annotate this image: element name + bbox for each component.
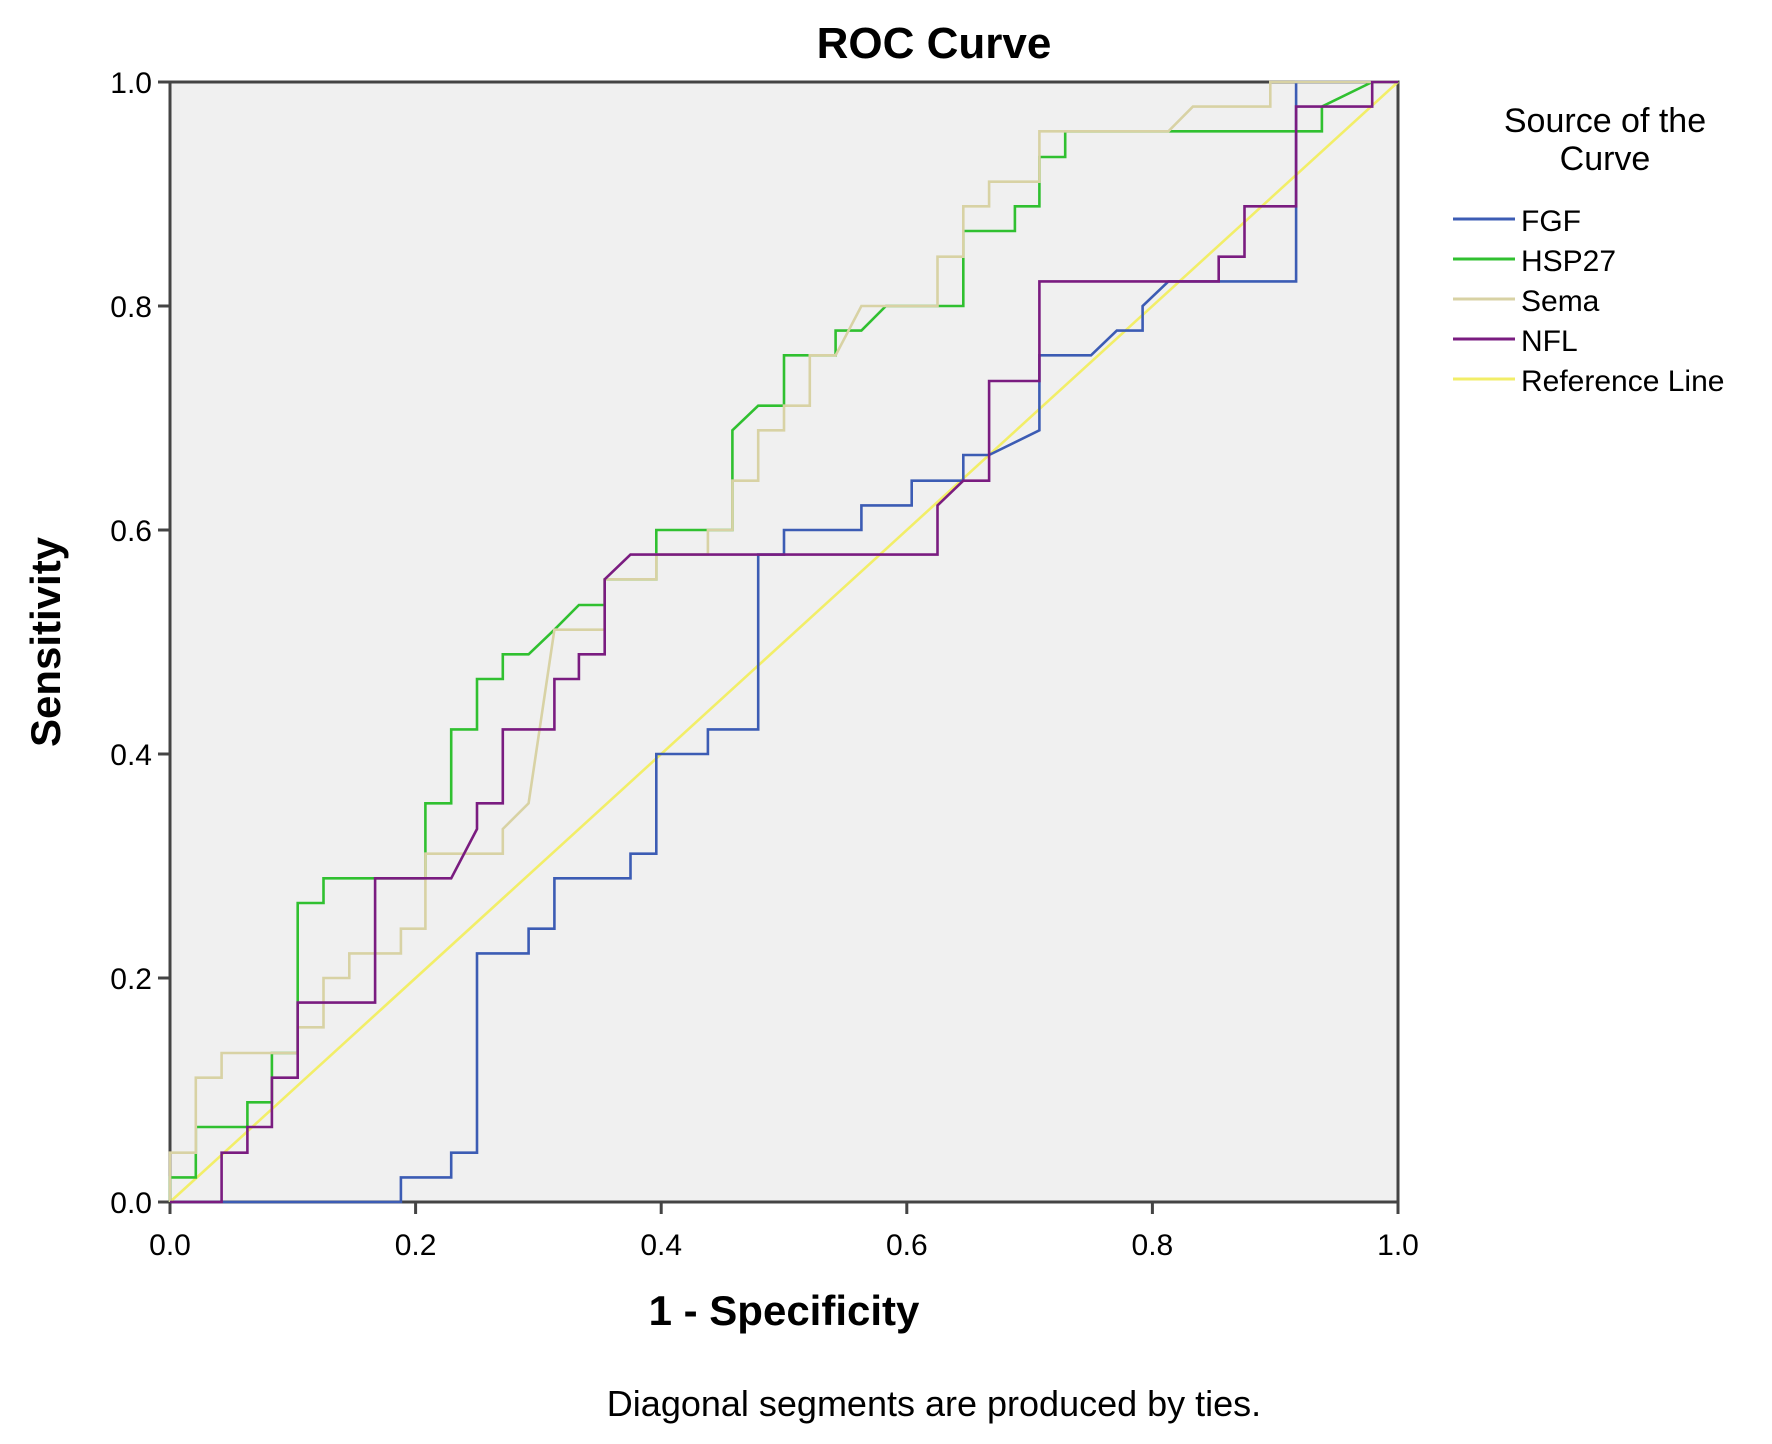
- legend-label-fgf: FGF: [1521, 205, 1581, 238]
- legend: Source of the Curve FGF HSP27 Sema NFL Refer…: [1453, 102, 1724, 398]
- y-axis-label: Sensitivity: [22, 536, 69, 747]
- legend-label-reference-line: Reference Line: [1521, 365, 1724, 398]
- series-line-reference-line: [169, 81, 1399, 1203]
- x-tick-label: 0.6: [886, 1229, 928, 1262]
- y-tick-label: 0.4: [110, 739, 152, 772]
- y-tick-label: 0.6: [110, 515, 152, 548]
- legend-title-line-1: Source of the: [1504, 102, 1706, 140]
- x-tick-label: 0.2: [395, 1229, 437, 1262]
- y-tick-label: 0.8: [110, 291, 152, 324]
- footnote: Diagonal segments are produced by ties.: [607, 1383, 1261, 1424]
- legend-label-hsp27: HSP27: [1521, 245, 1616, 278]
- x-axis-label: 1 - Specificity: [649, 1287, 920, 1334]
- chart-title: ROC Curve: [817, 19, 1052, 68]
- y-tick-label: 1.0: [110, 67, 152, 100]
- series-line-nfl: [170, 80, 1398, 1204]
- legend-label-nfl: NFL: [1521, 325, 1578, 358]
- y-tick-label: 0.0: [110, 1187, 152, 1220]
- y-tick-label: 0.2: [110, 963, 152, 996]
- x-tick-label: 0.0: [149, 1229, 191, 1262]
- x-tick-label: 0.8: [1132, 1229, 1174, 1262]
- x-tick-label: 0.4: [640, 1229, 682, 1262]
- x-tick-label: 1.0: [1377, 1229, 1419, 1262]
- legend-label-sema: Sema: [1521, 285, 1600, 318]
- legend-title-line-2: Curve: [1560, 140, 1651, 178]
